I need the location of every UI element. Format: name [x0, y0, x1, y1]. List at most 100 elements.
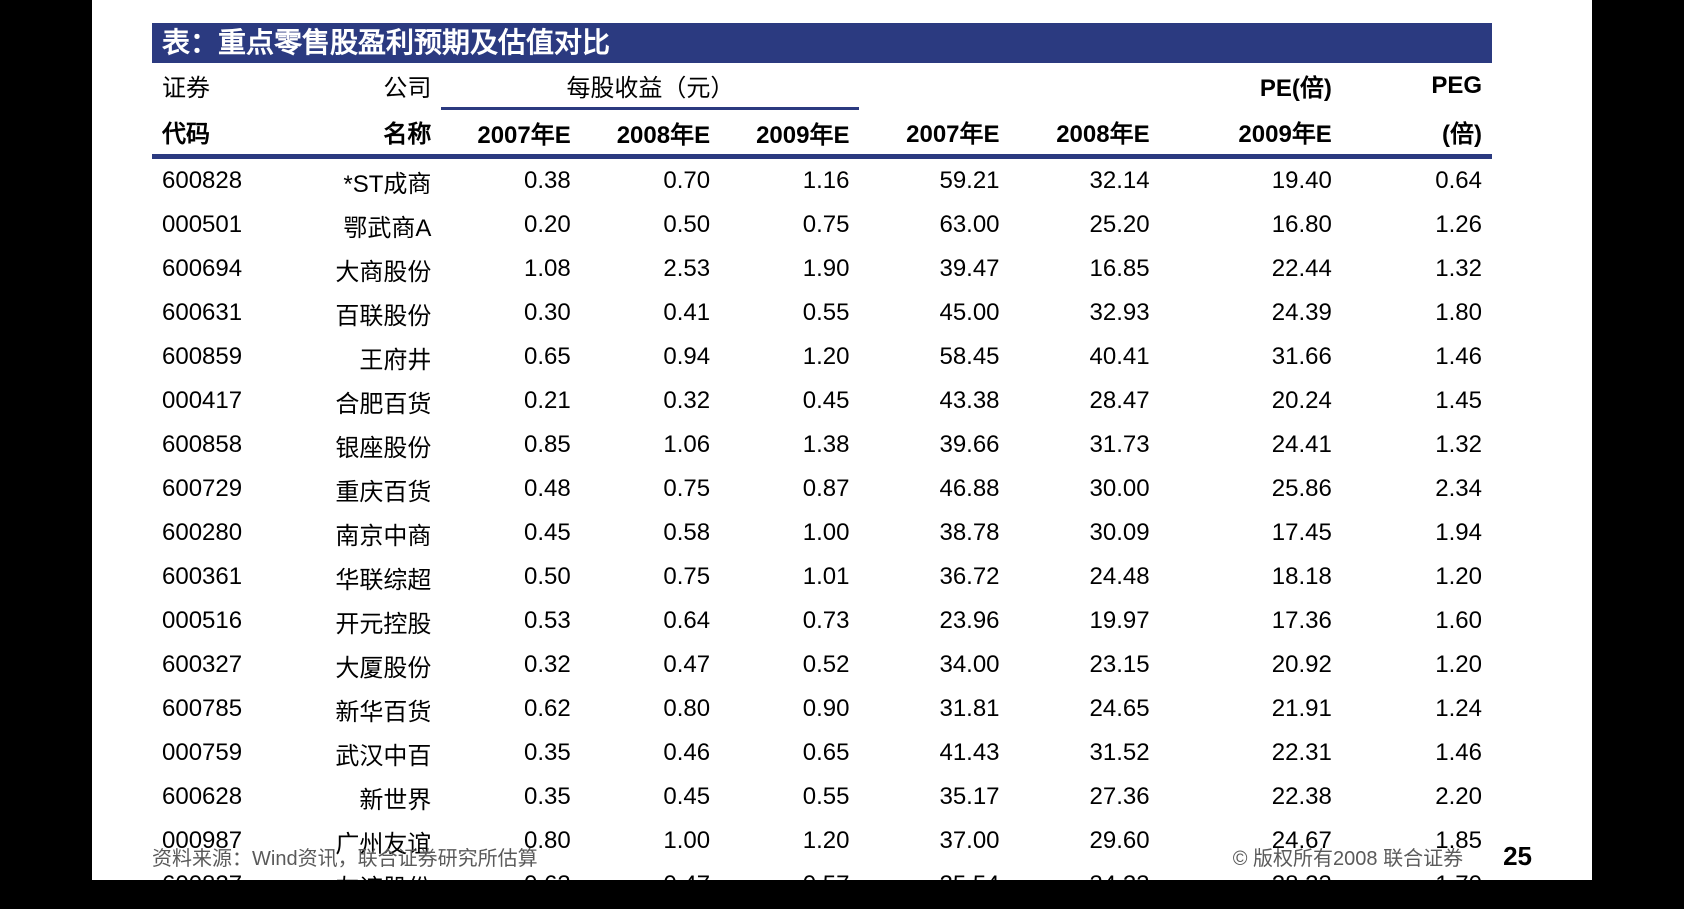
cell-peg: 1.20: [1342, 555, 1492, 599]
cell-pe07: 36.72: [859, 555, 1009, 599]
hdr-eps-2007: 2007年E: [441, 109, 580, 157]
cell-pe08: 32.14: [1010, 157, 1160, 204]
table-body: 600828*ST成商0.380.701.1659.2132.1419.400.…: [152, 157, 1492, 909]
cell-code: 600280: [152, 511, 281, 555]
cell-pe08: 28.47: [1010, 379, 1160, 423]
cell-pe07: 23.96: [859, 599, 1009, 643]
cell-pe07: 35.17: [859, 775, 1009, 819]
cell-peg: 0.64: [1342, 157, 1492, 204]
cell-eps08: 0.47: [581, 643, 720, 687]
table-row: 600327大厦股份0.320.470.5234.0023.1520.921.2…: [152, 643, 1492, 687]
cell-name: 重庆百货: [281, 467, 442, 511]
hdr-pe-group: PE(倍): [1160, 63, 1342, 109]
cell-eps08: 0.94: [581, 335, 720, 379]
cell-code: 600785: [152, 687, 281, 731]
cell-pe07: 34.00: [859, 643, 1009, 687]
cell-peg: 2.20: [1342, 775, 1492, 819]
cell-pe09: 24.41: [1160, 423, 1342, 467]
cell-peg: 1.80: [1342, 291, 1492, 335]
cell-eps09: 0.55: [720, 775, 859, 819]
cell-code: 600631: [152, 291, 281, 335]
cell-pe07: 46.88: [859, 467, 1009, 511]
cell-eps07: 0.50: [441, 555, 580, 599]
cell-pe09: 19.40: [1160, 157, 1342, 204]
cell-eps07: 0.20: [441, 203, 580, 247]
cell-name: 新华百货: [281, 687, 442, 731]
hdr-code-2: 代码: [152, 109, 281, 157]
table-row: 600729重庆百货0.480.750.8746.8830.0025.862.3…: [152, 467, 1492, 511]
table-row: 600859王府井0.650.941.2058.4540.4131.661.46: [152, 335, 1492, 379]
cell-eps08: 0.41: [581, 291, 720, 335]
cell-code: 600859: [152, 335, 281, 379]
cell-pe09: 21.91: [1160, 687, 1342, 731]
page-number: 25: [1503, 841, 1532, 872]
table-row: 600631百联股份0.300.410.5545.0032.9324.391.8…: [152, 291, 1492, 335]
cell-pe08: 40.41: [1010, 335, 1160, 379]
cell-peg: 1.24: [1342, 687, 1492, 731]
cell-name: 银座股份: [281, 423, 442, 467]
cell-pe08: 16.85: [1010, 247, 1160, 291]
cell-peg: 1.46: [1342, 335, 1492, 379]
cell-pe09: 31.66: [1160, 335, 1342, 379]
cell-pe08: 24.48: [1010, 555, 1160, 599]
table-header: 证券 公司 每股收益（元） PE(倍) PEG 代码 名称 2007年E 200…: [152, 63, 1492, 157]
cell-eps08: 0.50: [581, 203, 720, 247]
cell-name: 南京中商: [281, 511, 442, 555]
cell-pe09: 22.31: [1160, 731, 1342, 775]
hdr-name-2: 名称: [281, 109, 442, 157]
hdr-name-1: 公司: [281, 63, 442, 109]
cell-code: 000759: [152, 731, 281, 775]
cell-code: 600628: [152, 775, 281, 819]
cell-eps08: 0.80: [581, 687, 720, 731]
cell-eps07: 0.21: [441, 379, 580, 423]
slide-footer: 资料来源：Wind资讯，联合证券研究所估算 © 版权所有2008 联合证券 25: [152, 841, 1532, 872]
cell-eps07: 0.45: [441, 511, 580, 555]
table-row: 600785新华百货0.620.800.9031.8124.6521.911.2…: [152, 687, 1492, 731]
cell-peg: 1.94: [1342, 511, 1492, 555]
cell-eps09: 1.38: [720, 423, 859, 467]
cell-eps09: 0.87: [720, 467, 859, 511]
cell-peg: 1.46: [1342, 731, 1492, 775]
data-table: 证券 公司 每股收益（元） PE(倍) PEG 代码 名称 2007年E 200…: [152, 63, 1492, 909]
cell-code: 000516: [152, 599, 281, 643]
cell-eps07: 0.35: [441, 731, 580, 775]
cell-eps08: 0.75: [581, 467, 720, 511]
hdr-code-1: 证券: [152, 63, 281, 109]
cell-peg: 1.45: [1342, 379, 1492, 423]
table-row: 000759武汉中百0.350.460.6541.4331.5222.311.4…: [152, 731, 1492, 775]
cell-code: 600327: [152, 643, 281, 687]
cell-code: 600729: [152, 467, 281, 511]
cell-eps09: 0.75: [720, 203, 859, 247]
cell-pe07: 41.43: [859, 731, 1009, 775]
cell-eps07: 0.30: [441, 291, 580, 335]
cell-code: 600828: [152, 157, 281, 204]
cell-eps09: 0.73: [720, 599, 859, 643]
cell-pe09: 20.92: [1160, 643, 1342, 687]
cell-eps09: 0.45: [720, 379, 859, 423]
cell-peg: 1.26: [1342, 203, 1492, 247]
cell-eps07: 0.53: [441, 599, 580, 643]
cell-eps08: 0.46: [581, 731, 720, 775]
cell-eps08: 0.64: [581, 599, 720, 643]
hdr-eps-group: 每股收益（元）: [441, 63, 859, 109]
cell-pe07: 63.00: [859, 203, 1009, 247]
cell-pe07: 39.66: [859, 423, 1009, 467]
cell-name: *ST成商: [281, 157, 442, 204]
cell-eps09: 0.65: [720, 731, 859, 775]
footer-source: 资料来源：Wind资讯，联合证券研究所估算: [152, 842, 538, 871]
cell-eps09: 0.55: [720, 291, 859, 335]
cell-code: 600858: [152, 423, 281, 467]
slide: 表：重点零售股盈利预期及估值对比 证券 公司 每股收益（元） PE(倍) PEG: [92, 0, 1592, 880]
cell-name: 武汉中百: [281, 731, 442, 775]
cell-eps09: 0.52: [720, 643, 859, 687]
cell-eps07: 0.48: [441, 467, 580, 511]
hdr-eps-2009: 2009年E: [720, 109, 859, 157]
cell-eps08: 1.06: [581, 423, 720, 467]
hdr-eps-2008: 2008年E: [581, 109, 720, 157]
cell-eps07: 0.85: [441, 423, 580, 467]
hdr-peg-2: (倍): [1342, 109, 1492, 157]
cell-eps07: 0.38: [441, 157, 580, 204]
table-row: 600828*ST成商0.380.701.1659.2132.1419.400.…: [152, 157, 1492, 204]
cell-code: 000417: [152, 379, 281, 423]
cell-pe09: 22.44: [1160, 247, 1342, 291]
